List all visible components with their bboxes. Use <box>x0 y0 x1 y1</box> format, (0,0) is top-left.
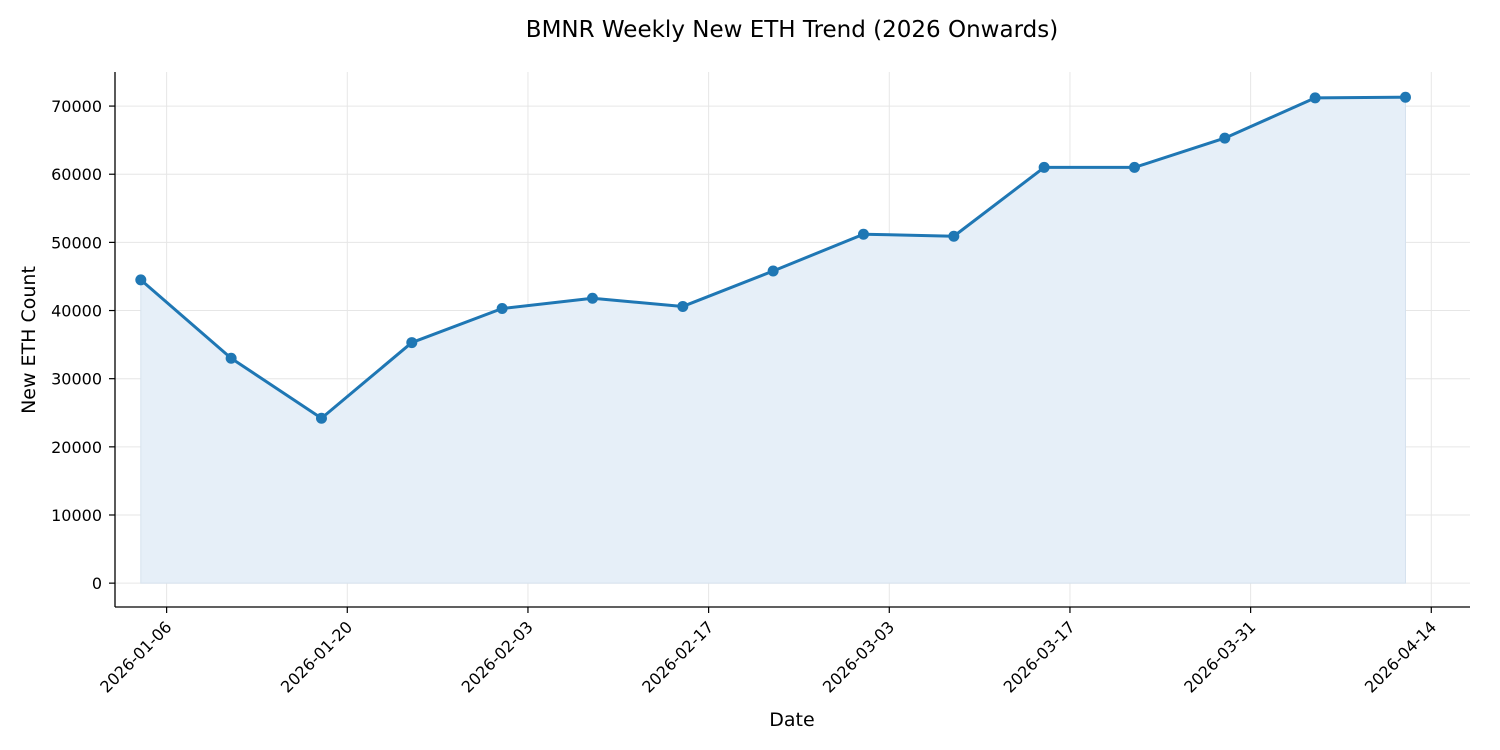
series-area-fill <box>140 96 1406 584</box>
data-point <box>1399 91 1411 103</box>
x-tick-label: 2026-03-03 <box>819 617 898 696</box>
data-point <box>586 292 598 304</box>
data-point <box>1128 161 1140 173</box>
data-point <box>1038 161 1050 173</box>
data-point <box>1219 132 1231 144</box>
x-tick-label: 2026-02-03 <box>458 617 537 696</box>
chart-title: BMNR Weekly New ETH Trend (2026 Onwards) <box>526 17 1058 43</box>
data-point <box>315 412 327 424</box>
y-tick-label: 60000 <box>51 165 102 184</box>
x-tick-label: 2026-01-20 <box>277 617 356 696</box>
x-tick-label: 2026-01-06 <box>96 617 175 696</box>
y-tick-label: 40000 <box>51 302 102 321</box>
y-tick-label: 30000 <box>51 370 102 389</box>
y-tick-label: 0 <box>92 574 102 593</box>
data-point <box>135 274 147 286</box>
x-axis-label: Date <box>769 709 814 731</box>
data-point <box>406 337 418 349</box>
y-tick-label: 20000 <box>51 438 102 457</box>
y-axis-label: New ETH Count <box>18 266 40 414</box>
data-point <box>948 230 960 242</box>
data-point <box>857 228 869 240</box>
data-point <box>677 300 689 312</box>
y-tick-label: 70000 <box>51 97 102 116</box>
x-tick-label: 2026-03-31 <box>1180 617 1259 696</box>
x-tick-label: 2026-04-14 <box>1361 617 1440 696</box>
y-ticks: 0 10000 20000 30000 40000 50000 60000 70000 <box>51 97 115 593</box>
x-tick-label: 2026-02-17 <box>638 617 717 696</box>
area-fill-group <box>140 96 1406 584</box>
data-point <box>496 302 508 314</box>
x-tick-label: 2026-03-17 <box>1000 617 1079 696</box>
data-point <box>1309 92 1321 104</box>
x-ticks: 2026-01-06 2026-01-20 2026-02-03 2026-02-17… <box>96 607 1440 697</box>
data-point <box>767 265 779 277</box>
data-point <box>225 352 237 364</box>
markers-group <box>135 91 1411 424</box>
y-tick-label: 50000 <box>51 233 102 252</box>
y-tick-label: 10000 <box>51 506 102 525</box>
